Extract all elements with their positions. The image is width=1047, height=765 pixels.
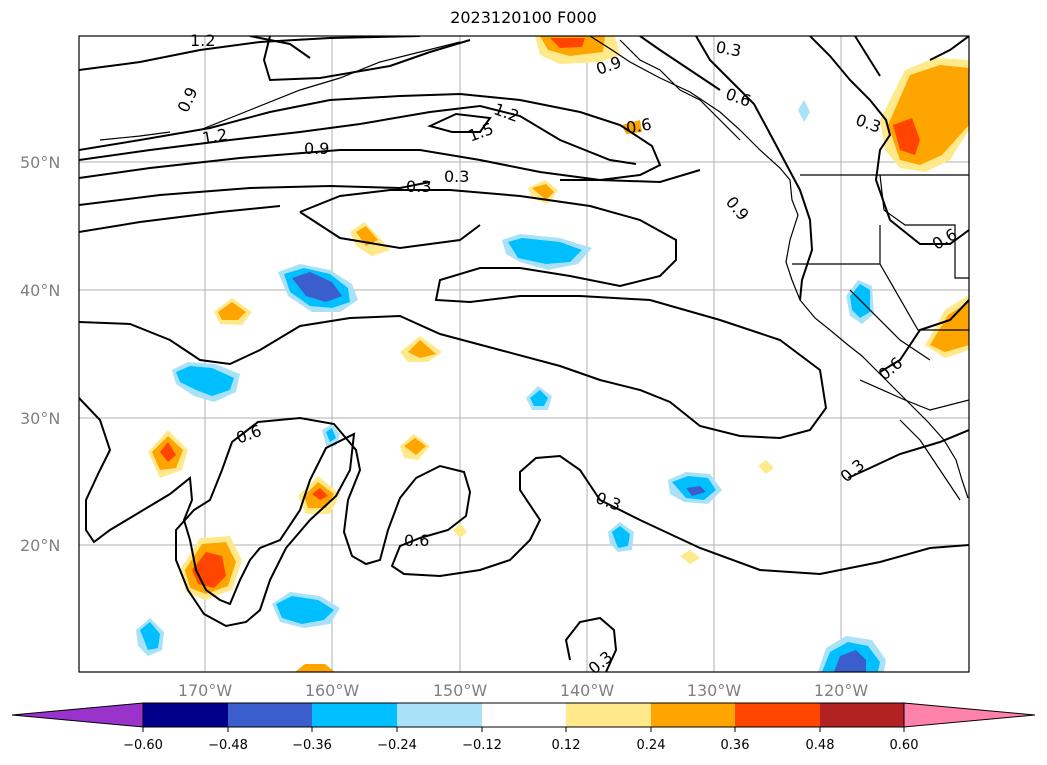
lat-label: 40°N	[20, 281, 60, 300]
contour-line	[809, 36, 969, 245]
colorbar-tick-label: −0.60	[123, 738, 163, 753]
colorbar-tick-label: 0.12	[552, 738, 581, 753]
anomaly-patch-negative	[176, 366, 234, 396]
colorbar-segment	[312, 703, 397, 727]
anomaly-patch-negative	[850, 284, 870, 318]
colorbar-ticks	[142, 727, 905, 732]
gridlines	[79, 36, 969, 672]
contour-line	[79, 181, 431, 206]
anomaly-patch-negative	[530, 390, 548, 406]
colorbar-tick-label: −0.12	[462, 738, 502, 753]
anomaly-patch-positive	[312, 488, 328, 500]
anomaly-patch-positive	[408, 340, 436, 358]
coastlines	[99, 36, 969, 501]
anomaly-patch-negative	[326, 428, 336, 442]
colorbar-segment	[566, 703, 651, 727]
contour-lines	[79, 36, 969, 672]
anomaly-patch-negative	[686, 486, 706, 496]
longitude-labels: 170°W 160°W 150°W 140°W 130°W 120°W	[178, 681, 869, 700]
anomaly-patch-negative	[140, 622, 160, 650]
map-frame	[78, 35, 970, 673]
colorbar-extend-high	[903, 702, 1036, 728]
lon-label: 150°W	[433, 681, 488, 700]
colorbar-segment	[397, 703, 482, 727]
lat-label: 20°N	[20, 536, 60, 555]
lon-label: 130°W	[687, 681, 742, 700]
contour-label: 0.3	[714, 37, 742, 60]
contour-line	[427, 112, 492, 133]
contour-label: 0.6	[404, 531, 429, 550]
anomaly-patch-positive	[680, 550, 700, 564]
lon-label: 170°W	[178, 681, 233, 700]
contour-line	[262, 36, 471, 82]
colorbar-segment	[482, 703, 566, 727]
contour-label: 0.9	[304, 139, 329, 158]
contour-line	[639, 36, 721, 91]
anomaly-patch-negative	[508, 238, 582, 264]
contour-line	[564, 616, 618, 672]
contour-label: 1.2	[190, 31, 215, 50]
colorbar-segment	[651, 703, 735, 727]
anomaly-patch-positive	[356, 226, 378, 246]
anomaly-patch-negative	[834, 650, 866, 672]
colorbar-tick-label: −0.24	[377, 738, 417, 753]
contour-line	[929, 36, 969, 61]
anomaly-patch-positive	[404, 438, 426, 455]
colorbar-frame	[142, 702, 905, 728]
latitude-labels: 50°N 40°N 30°N 20°N	[20, 153, 60, 555]
contour-line	[79, 36, 421, 71]
contour-line	[79, 92, 662, 181]
anomaly-patch-negative	[276, 596, 334, 624]
lon-label: 140°W	[560, 681, 615, 700]
contour-line	[299, 211, 481, 250]
colorbar-extend-low	[11, 702, 144, 728]
anomaly-patch-positive	[532, 184, 554, 200]
colorbar-segment	[228, 703, 312, 727]
anomaly-patch-positive	[930, 302, 969, 352]
contour-line	[847, 429, 969, 479]
anomaly-patch-positive	[218, 302, 246, 320]
shaded-anomalies	[136, 36, 969, 672]
contour-line	[79, 149, 701, 184]
anomaly-patch-positive	[758, 460, 774, 474]
lon-label: 120°W	[814, 681, 869, 700]
contour-line	[879, 299, 969, 373]
contour-line	[79, 397, 969, 628]
lat-label: 50°N	[20, 153, 60, 172]
colorbar-tick-label: 0.36	[721, 738, 750, 753]
contour-line	[854, 36, 881, 77]
colorbar-tick-label: −0.36	[292, 738, 332, 753]
contour-label: 0.6	[625, 114, 653, 137]
colorbar-tick-label: 0.48	[806, 738, 835, 753]
colorbar-tick-label: 0.60	[890, 738, 919, 753]
contour-label: 0.3	[406, 177, 431, 196]
contour-line	[79, 189, 828, 440]
lon-label: 160°W	[305, 681, 360, 700]
contour-label: 1.2	[201, 125, 229, 148]
colorbar-segment	[143, 703, 228, 727]
anomaly-patch-positive	[160, 442, 176, 462]
colorbar-segment	[735, 703, 820, 727]
colorbar: −0.60 −0.48 −0.36 −0.24 −0.12 0.12 0.24 …	[11, 702, 1036, 753]
contour-label: 0.3	[444, 167, 469, 186]
lat-label: 30°N	[20, 409, 60, 428]
colorbar-segment	[820, 703, 904, 727]
contour-line	[249, 36, 311, 59]
anomaly-patch-negative	[292, 272, 342, 302]
contour-line	[79, 104, 637, 165]
anomaly-patch-negative	[612, 526, 630, 548]
anomaly-patch-positive	[453, 524, 467, 538]
contour-line	[695, 36, 814, 301]
anomaly-patch-positive	[893, 118, 920, 155]
anomaly-patch-negative	[798, 100, 810, 122]
map-title: 2023120100 F000	[450, 8, 597, 27]
contour-line	[79, 205, 281, 233]
colorbar-tick-label: −0.48	[208, 738, 248, 753]
anomaly-patch-positive	[550, 38, 585, 48]
anomaly-patch-positive	[295, 664, 335, 672]
colorbar-tick-label: 0.24	[637, 738, 666, 753]
